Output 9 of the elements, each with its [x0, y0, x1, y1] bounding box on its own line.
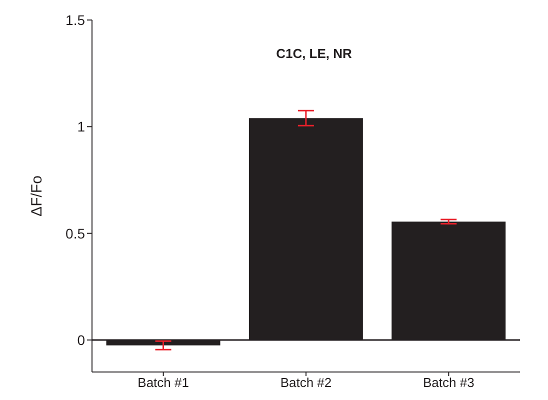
y-tick-label: 0 [77, 332, 86, 348]
y-tick-label: 0.5 [66, 225, 86, 242]
x-tick-label: Batch #3 [423, 375, 474, 390]
y-tick-label: 1 [77, 118, 86, 135]
y-tick-label: 1.5 [66, 12, 86, 28]
x-tick-label: Batch #1 [138, 375, 189, 390]
x-tick-label: Batch #2 [280, 375, 332, 390]
text: C1C, LE, NR [276, 46, 353, 61]
y-axis-title: ΔF/Fo [28, 176, 46, 216]
